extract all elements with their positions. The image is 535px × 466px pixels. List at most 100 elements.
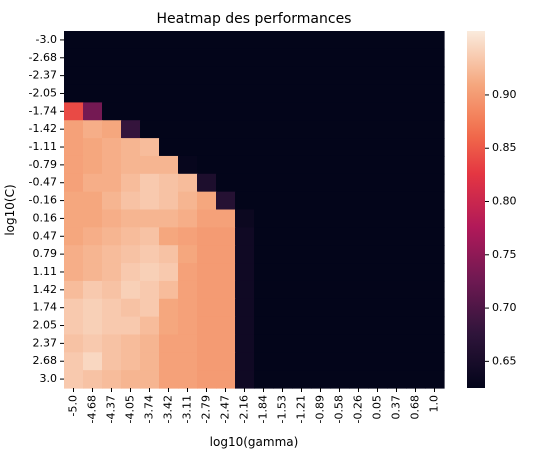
heatmap-cell <box>387 155 407 175</box>
heatmap-cell <box>102 298 122 318</box>
heatmap-cell <box>178 191 198 211</box>
heatmap-cell <box>197 352 217 371</box>
heatmap-cell <box>406 245 426 264</box>
colorbar-tick-label: 0.65 <box>492 354 517 367</box>
heatmap-cell <box>349 334 369 353</box>
heatmap-cell <box>406 352 426 371</box>
heatmap-cell <box>387 102 407 121</box>
heatmap-cell <box>254 263 274 282</box>
heatmap-cell <box>273 263 293 282</box>
heatmap-cell <box>121 138 141 157</box>
heatmap-cell <box>64 245 84 264</box>
heatmap-cell <box>197 263 217 282</box>
heatmap-cell <box>102 245 122 264</box>
heatmap-cell <box>387 227 407 246</box>
x-tick-label: -4.68 <box>86 395 99 423</box>
heatmap-cell <box>349 191 369 211</box>
heatmap-cell <box>330 191 350 211</box>
heatmap-cell <box>159 352 179 371</box>
heatmap-cell <box>102 48 122 68</box>
heatmap-cell <box>292 334 312 353</box>
heatmap-cell <box>349 155 369 175</box>
x-tick-label: -2.79 <box>200 395 213 423</box>
heatmap-cell <box>216 263 236 282</box>
heatmap-cell <box>425 370 445 389</box>
heatmap-cell <box>349 227 369 246</box>
heatmap-cell <box>311 263 331 282</box>
heatmap-cell <box>235 138 255 157</box>
heatmap-cell <box>178 334 198 353</box>
heatmap-cell <box>330 31 350 50</box>
x-tick-label: 0.37 <box>390 395 403 420</box>
heatmap-cell <box>216 370 236 389</box>
heatmap-cell <box>330 138 350 157</box>
y-tick-label: -1.42 <box>29 122 57 135</box>
heatmap-cell <box>64 66 84 86</box>
heatmap-cell <box>311 227 331 246</box>
heatmap-cell <box>197 370 217 389</box>
heatmap-cell <box>311 31 331 50</box>
heatmap-cell <box>235 352 255 371</box>
heatmap-cell <box>273 191 293 211</box>
heatmap-cell <box>273 245 293 264</box>
heatmap-cell <box>273 316 293 336</box>
heatmap-cell <box>159 84 179 103</box>
x-axis-label: log10(gamma) <box>210 435 299 449</box>
heatmap-cell <box>425 155 445 175</box>
x-tick-label: 0.05 <box>371 395 384 420</box>
heatmap-cell <box>349 31 369 50</box>
heatmap-cell <box>425 280 445 300</box>
heatmap-cell <box>64 191 84 211</box>
heatmap-cell <box>235 191 255 211</box>
heatmap-cell <box>64 155 84 175</box>
heatmap-cell <box>292 138 312 157</box>
heatmap-cell <box>102 334 122 353</box>
heatmap-cell <box>254 66 274 86</box>
heatmap-cell <box>311 352 331 371</box>
heatmap-cell <box>102 280 122 300</box>
heatmap-cell <box>349 352 369 371</box>
heatmap-cell <box>121 84 141 103</box>
heatmap-cell <box>159 298 179 318</box>
heatmap-cell <box>197 298 217 318</box>
heatmap-cell <box>406 298 426 318</box>
heatmap-cell <box>216 48 236 68</box>
heatmap-cell <box>197 227 217 246</box>
heatmap-cell <box>102 66 122 86</box>
heatmap-cell <box>368 155 388 175</box>
heatmap-cell <box>425 31 445 50</box>
heatmap-cell <box>83 66 103 86</box>
heatmap-cell <box>140 280 160 300</box>
heatmap-cell <box>254 352 274 371</box>
y-axis-ticks: -3.0 -2.68 -2.37 -2.05 -1.74 -1.42 -1.11 -0.79 -… <box>29 33 64 385</box>
heatmap-cell <box>387 209 407 228</box>
heatmap-cell <box>254 84 274 103</box>
heatmap-cell <box>311 245 331 264</box>
heatmap-cell <box>273 138 293 157</box>
heatmap-cell <box>273 227 293 246</box>
heatmap-cell <box>425 102 445 121</box>
heatmap-cell <box>159 66 179 86</box>
heatmap-cell <box>64 280 84 300</box>
heatmap-cell <box>330 102 350 121</box>
heatmap-cell <box>121 48 141 68</box>
heatmap-cell <box>83 227 103 246</box>
heatmap-cell <box>330 280 350 300</box>
heatmap-cell <box>292 298 312 318</box>
heatmap-cell <box>178 245 198 264</box>
heatmap-cell <box>311 209 331 228</box>
heatmap-cell <box>387 48 407 68</box>
heatmap-cell <box>387 120 407 139</box>
heatmap-cell <box>178 209 198 228</box>
heatmap-cell <box>387 84 407 103</box>
heatmap-cell <box>330 370 350 389</box>
heatmap-cell <box>254 298 274 318</box>
heatmap-cell <box>368 48 388 68</box>
y-tick-label: 1.42 <box>33 283 58 296</box>
heatmap-cell <box>387 263 407 282</box>
heatmap-cell <box>349 316 369 336</box>
heatmap-cell <box>254 138 274 157</box>
heatmap-cell <box>235 102 255 121</box>
heatmap-cell <box>406 48 426 68</box>
